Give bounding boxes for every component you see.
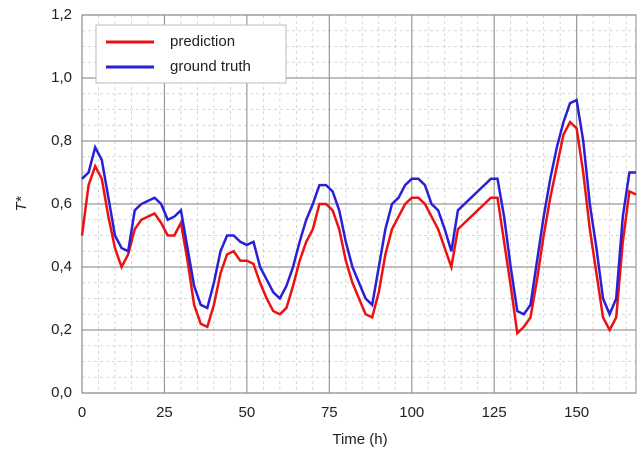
y-tick-label: 1,0 [51,69,72,86]
x-tick-label: 0 [78,404,86,421]
legend-box [95,24,287,84]
x-tick-label: 150 [564,404,589,421]
plot-frame [81,14,637,394]
y-tick-label: 0,6 [51,195,72,212]
y-tick-label: 0,0 [51,384,72,401]
y-tick-label: 0,8 [51,132,72,149]
y-tick-label: 0,2 [51,321,72,338]
y-tick-label: 1,2 [51,6,72,23]
x-tick-label: 125 [482,404,507,421]
x-tick-label: 50 [239,404,256,421]
line [81,98,636,318]
legend-label: ground truth [170,58,251,75]
x-tick-label: 25 [156,404,173,421]
legend-label: prediction [170,33,235,50]
y-axis-label: T* [13,195,30,211]
x-tick-label: 100 [399,404,424,421]
y-tick-label: 0,4 [51,258,72,275]
x-tick-label: 75 [321,404,338,421]
line [80,120,637,336]
x-axis-label: Time (h) [332,431,387,448]
